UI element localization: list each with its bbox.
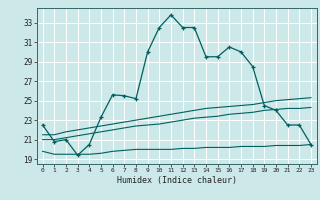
X-axis label: Humidex (Indice chaleur): Humidex (Indice chaleur) [117, 176, 237, 185]
